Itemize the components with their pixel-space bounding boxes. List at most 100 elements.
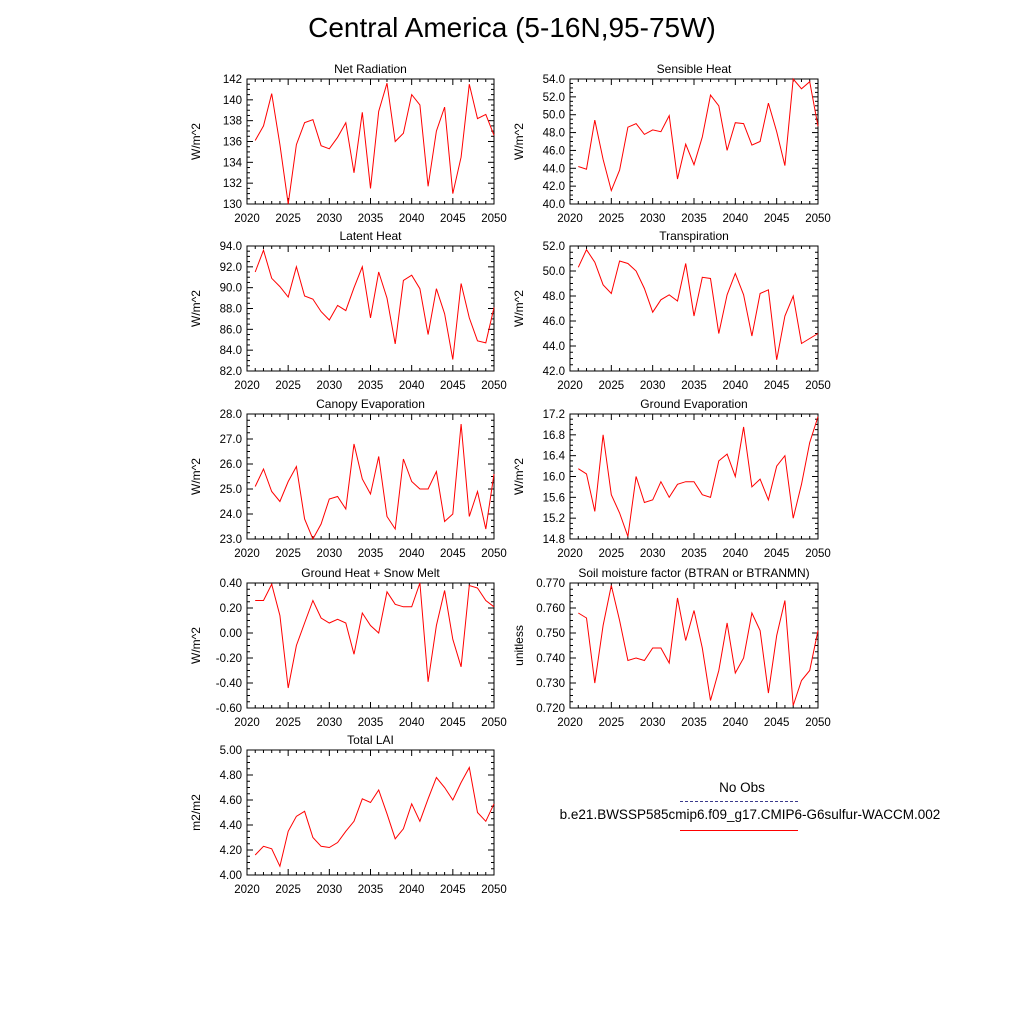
x-tick-label: 2030 [640,380,666,392]
panel-5: 2020 2025 2030 2035 2040 2045 2050 14.8 15.2 15.6… [512,397,831,560]
x-tick-label: 2035 [681,548,707,560]
x-tick-label: 2030 [317,717,343,729]
y-tick-label: 52.0 [543,241,565,253]
x-tick-label: 2045 [764,717,790,729]
x-tick-label: 2020 [234,717,260,729]
y-tick-label: 42.0 [543,366,565,378]
y-tick-label: -0.40 [216,678,242,690]
x-tick-label: 2035 [358,548,384,560]
plot-frame [246,245,495,372]
y-tick-label: 5.00 [220,745,242,757]
panel-title: Soil moisture factor (BTRAN or BTRANMN) [578,566,809,580]
plot-frame [246,582,495,709]
y-tick-label: 50.0 [543,110,565,122]
y-tick-label: 27.0 [220,434,242,446]
legend-case-swatch [680,830,798,831]
legend-obs-swatch [680,801,798,802]
x-tick-label: 2030 [317,213,343,225]
plot-frame [569,413,819,540]
x-tick-label: 2045 [764,213,790,225]
y-tick-label: 16.8 [543,430,565,442]
x-tick-label: 2020 [557,548,583,560]
series-line [577,248,819,360]
x-tick-label: 2020 [234,380,260,392]
y-tick-label: 44.0 [543,341,565,353]
x-tick-label: 2035 [358,884,384,896]
x-tick-label: 2040 [723,548,749,560]
y-tick-label: 140 [223,95,242,107]
panel-title: Ground Heat + Snow Melt [301,566,440,580]
figure-title: Central America (5-16N,95-75W) [308,12,716,43]
x-tick-label: 2045 [764,548,790,560]
y-tick-label: 82.0 [220,366,242,378]
x-tick-label: 2020 [234,884,260,896]
x-tick-label: 2035 [358,380,384,392]
x-tick-label: 2020 [557,380,583,392]
x-tick-label: 2035 [681,717,707,729]
plot-frame [569,582,819,709]
x-tick-label: 2030 [317,380,343,392]
x-tick-label: 2050 [481,213,507,225]
x-tick-label: 2040 [399,380,425,392]
x-tick-label: 2040 [399,548,425,560]
x-tick-label: 2030 [317,548,343,560]
panel-title: Net Radiation [334,62,407,76]
y-tick-label: 44.0 [543,163,565,175]
y-axis-label: W/m^2 [189,290,203,327]
x-tick-label: 2040 [399,884,425,896]
y-tick-label: 0.40 [220,578,242,590]
x-tick-label: 2045 [440,380,466,392]
legend-case-label: b.e21.BWSSP585cmip6.f09_g17.CMIP6-G6sulf… [559,807,941,822]
panel-title: Sensible Heat [657,62,732,76]
x-tick-label: 2045 [440,884,466,896]
y-tick-label: 23.0 [220,534,242,546]
x-tick-label: 2050 [481,717,507,729]
x-tick-label: 2045 [764,380,790,392]
y-tick-label: 15.6 [543,492,565,504]
y-tick-label: 50.0 [543,266,565,278]
series-line [255,582,495,689]
y-tick-label: 0.20 [220,603,242,615]
y-axis-label: W/m^2 [189,458,203,495]
x-tick-label: 2030 [640,717,666,729]
y-tick-label: 0.00 [220,628,242,640]
x-tick-label: 2025 [599,548,625,560]
x-tick-label: 2040 [399,717,425,729]
y-tick-label: 16.0 [543,472,565,484]
x-tick-label: 2050 [481,884,507,896]
y-tick-label: 130 [223,199,242,211]
x-tick-label: 2035 [358,717,384,729]
y-tick-label: 132 [223,178,242,190]
y-tick-label: 16.4 [543,451,566,463]
x-tick-label: 2035 [681,380,707,392]
y-tick-label: 84.0 [220,345,242,357]
y-tick-label: 4.80 [220,770,242,782]
y-tick-label: 48.0 [543,128,565,140]
x-tick-label: 2025 [275,380,301,392]
y-tick-label: 0.750 [536,628,565,640]
series-line [578,77,819,193]
panel-2: 2020 2025 2030 2035 2040 2045 2050 82.0 84.0 86.0… [189,229,507,392]
y-tick-label: 40.0 [543,199,565,211]
y-tick-label: 0.740 [536,653,565,665]
y-tick-label: 14.8 [543,534,565,546]
panel-title: Ground Evaporation [640,397,747,411]
panel-3: 2020 2025 2030 2035 2040 2045 2050 42.0 44.0 46.0… [512,229,831,392]
panel-0: 2020 2025 2030 2035 2040 2045 2050 130 132 134 136… [189,62,507,225]
y-tick-label: 4.00 [220,870,242,882]
y-tick-label: 0.720 [536,703,565,715]
x-tick-label: 2050 [481,548,507,560]
plot-frame [569,78,819,205]
plot-frame [246,749,495,876]
series-line [254,248,495,360]
x-tick-label: 2045 [440,213,466,225]
x-tick-label: 2050 [805,380,831,392]
x-tick-label: 2040 [723,380,749,392]
y-axis-label: W/m^2 [512,290,526,327]
y-tick-label: 24.0 [220,509,242,521]
panel-8: 2020 2025 2030 2035 2040 2045 2050 4.00 4.20 4.40… [189,733,507,896]
y-tick-label: 136 [223,137,242,149]
y-tick-label: 46.0 [543,145,565,157]
x-tick-label: 2030 [640,548,666,560]
